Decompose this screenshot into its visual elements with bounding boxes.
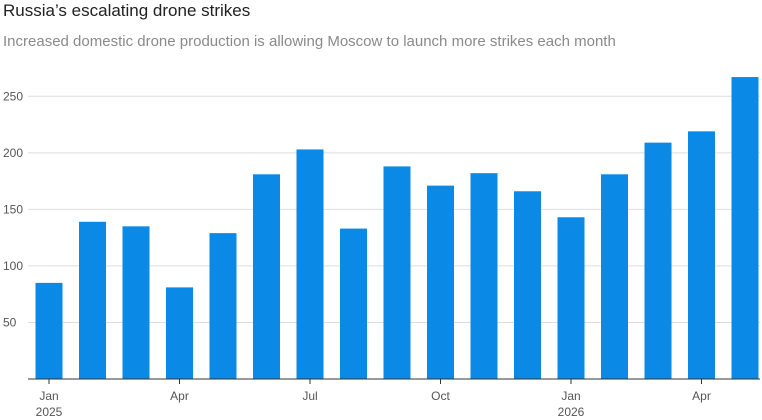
bar: [35, 282, 63, 379]
bar: [644, 142, 672, 379]
x-axis-ticks: Jan 2025 Apr Jul Oct Jan 2026 Apr: [36, 379, 711, 419]
bar: [122, 226, 150, 379]
bar: [514, 191, 541, 379]
bars: [35, 77, 759, 379]
y-tick-label: 250: [3, 89, 23, 103]
bar: [601, 174, 628, 379]
bar: [557, 217, 585, 379]
x-tick-label: Jan: [561, 389, 580, 403]
x-tick-year-label: 2026: [558, 405, 585, 419]
bar: [383, 166, 411, 379]
y-tick-label: 100: [3, 259, 23, 273]
bar: [470, 173, 498, 379]
bar: [253, 174, 280, 379]
x-tick-label: Oct: [431, 389, 450, 403]
x-tick-label: Jul: [302, 389, 317, 403]
y-tick-label: 150: [3, 202, 23, 216]
bar: [731, 77, 759, 379]
chart-title: Russia’s escalating drone strikes: [3, 1, 251, 20]
bar: [688, 131, 715, 379]
chart-subtitle: Increased domestic drone production is a…: [3, 33, 616, 50]
x-tick-label: Apr: [170, 389, 189, 403]
x-tick-year-label: 2025: [36, 405, 63, 419]
bar: [296, 149, 324, 379]
bar: [166, 287, 193, 379]
bar: [79, 221, 106, 379]
bar: [340, 228, 367, 379]
bar: [427, 185, 454, 379]
y-tick-label: 50: [3, 315, 17, 329]
y-axis-ticks: 50 100 150 200 250: [3, 89, 23, 329]
bar: [209, 233, 237, 379]
x-tick-label: Apr: [692, 389, 711, 403]
x-tick-label: Jan: [39, 389, 58, 403]
y-tick-label: 200: [3, 146, 23, 160]
